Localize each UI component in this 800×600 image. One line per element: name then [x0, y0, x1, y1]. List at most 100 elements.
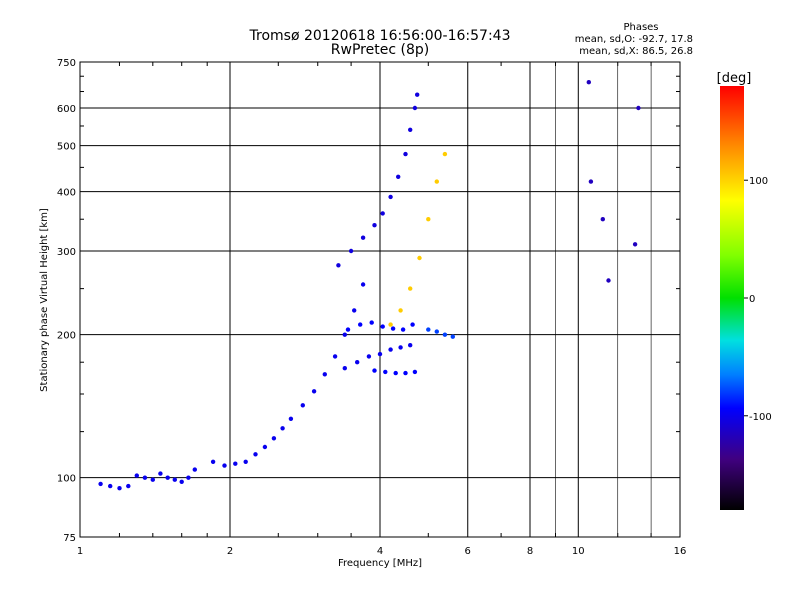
- data-point: [172, 477, 177, 482]
- data-point: [158, 471, 163, 476]
- data-point: [377, 351, 383, 357]
- data-point: [410, 322, 415, 327]
- data-point: [588, 179, 594, 184]
- colorbar-tick-label: 0: [749, 294, 755, 305]
- data-point: [355, 360, 360, 365]
- data-point: [600, 217, 605, 222]
- colorbar-tick-label: -100: [749, 412, 772, 423]
- data-point: [606, 278, 611, 283]
- y-tick-label: 200: [57, 331, 76, 342]
- chart-title: Tromsø 20120618 16:56:00-16:57:43: [249, 28, 511, 44]
- data-point: [348, 248, 354, 254]
- data-point: [403, 151, 408, 157]
- data-point: [222, 463, 227, 468]
- data-point: [388, 347, 393, 352]
- y-tick-label: 300: [57, 247, 76, 258]
- axis-ticks: 1 2 4 6 8 10 16 75 100 200 300 400 500 600 750: [57, 58, 686, 557]
- data-point: [380, 324, 385, 329]
- data-point: [408, 127, 413, 132]
- data-point: [586, 80, 591, 85]
- data-point: [165, 475, 170, 480]
- data-point: [383, 369, 388, 375]
- data-point: [372, 368, 377, 373]
- data-point: [332, 354, 338, 359]
- data-point: [134, 473, 139, 478]
- chart-subtitle: RwPretec (8p): [331, 42, 429, 58]
- y-axis-label: Stationary phase Virtual Height [km]: [39, 208, 50, 392]
- data-point: [98, 481, 103, 487]
- data-point: [336, 263, 341, 268]
- y-tick-label: 600: [57, 104, 76, 115]
- data-point: [322, 372, 327, 377]
- data-point: [360, 235, 366, 240]
- data-point: [398, 345, 403, 350]
- data-point: [412, 105, 418, 111]
- data-point: [210, 459, 216, 464]
- data-point: [417, 255, 422, 261]
- data-point: [632, 242, 638, 247]
- phase-colorbar: [deg] 100 0 -100: [717, 71, 772, 510]
- data-point: [142, 475, 148, 480]
- x-tick-label: 8: [527, 546, 533, 557]
- data-point: [442, 332, 448, 337]
- data-point: [280, 426, 285, 431]
- data-point: [300, 403, 305, 408]
- data-point: [415, 92, 420, 97]
- data-point: [233, 461, 238, 466]
- data-point: [426, 217, 431, 222]
- legend-line-o: mean, sd,O: -92.7, 17.8: [575, 34, 693, 45]
- grid-lines: [80, 62, 680, 537]
- phase-legend: Phases mean, sd,O: -92.7, 17.8 mean, sd,…: [575, 22, 693, 57]
- legend-title: Phases: [623, 22, 658, 33]
- data-point: [400, 327, 406, 332]
- data-point: [352, 308, 357, 313]
- data-point: [358, 322, 363, 327]
- data-point: [390, 326, 396, 331]
- data-point: [398, 308, 403, 313]
- data-point: [126, 483, 131, 489]
- y-tick-label: 400: [57, 188, 76, 199]
- colorbar-gradient: [720, 86, 744, 510]
- data-points: [98, 80, 641, 491]
- y-tick-label: 750: [57, 58, 76, 69]
- legend-line-x: mean, sd,X: 86.5, 26.8: [579, 46, 693, 57]
- data-point: [396, 174, 401, 179]
- data-point: [450, 334, 455, 339]
- data-point: [179, 479, 184, 484]
- y-tick-label: 500: [57, 142, 76, 153]
- data-point: [243, 459, 248, 464]
- data-point: [426, 327, 431, 332]
- data-point: [636, 105, 641, 111]
- colorbar-ticks: 100 0 -100: [744, 176, 772, 423]
- x-tick-label: 16: [674, 546, 687, 557]
- data-point: [342, 366, 347, 371]
- data-point: [388, 194, 393, 200]
- data-point: [342, 332, 347, 337]
- data-point: [442, 151, 448, 157]
- data-point: [372, 223, 377, 228]
- x-tick-label: 6: [465, 546, 471, 557]
- x-tick-label: 1: [77, 546, 83, 557]
- data-point: [262, 444, 268, 450]
- data-point: [186, 475, 191, 480]
- data-point: [369, 320, 374, 325]
- data-point: [393, 370, 398, 376]
- x-tick-label: 2: [227, 546, 233, 557]
- data-point: [412, 369, 418, 375]
- data-point: [311, 389, 317, 394]
- colorbar-label: [deg]: [717, 71, 752, 86]
- data-point: [388, 322, 393, 327]
- data-point: [366, 354, 372, 359]
- data-point: [360, 282, 366, 287]
- data-point: [434, 329, 439, 334]
- colorbar-tick-label: 100: [749, 176, 768, 187]
- data-point: [288, 416, 294, 421]
- x-tick-label: 10: [572, 546, 585, 557]
- x-tick-label: 4: [377, 546, 383, 557]
- data-point: [434, 179, 439, 184]
- data-point: [345, 327, 351, 332]
- data-point: [150, 477, 155, 482]
- data-point: [271, 436, 277, 441]
- data-point: [192, 467, 197, 472]
- data-point: [117, 486, 122, 491]
